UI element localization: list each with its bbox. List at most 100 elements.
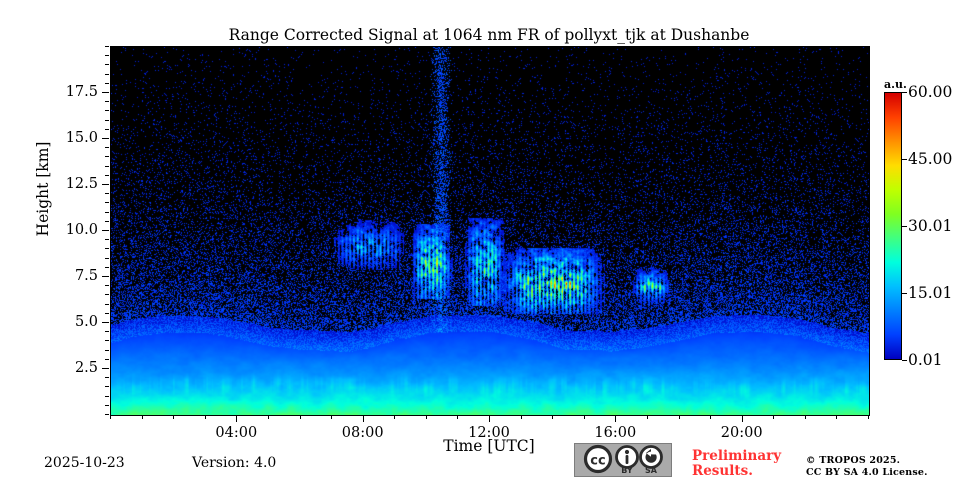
x-tick-major	[615, 415, 617, 422]
y-tick-minor	[105, 119, 109, 121]
x-tick-minor	[299, 415, 301, 419]
y-tick-minor	[105, 101, 109, 103]
x-tick-minor	[457, 415, 459, 419]
cc-by-text: BY	[621, 466, 633, 475]
y-tick-minor	[105, 303, 109, 305]
y-axis-label: Height [km]	[34, 141, 52, 237]
preliminary-line-1: Preliminary	[692, 448, 782, 464]
y-tick-minor	[105, 220, 109, 222]
colorbar-unit-label: a.u.	[884, 78, 907, 91]
x-tick-minor	[678, 415, 680, 419]
x-tick-minor	[267, 415, 269, 419]
y-tick-major	[102, 322, 109, 323]
y-tick-label: 2.5	[74, 360, 98, 376]
y-tick-minor	[105, 110, 109, 112]
y-tick-minor	[105, 239, 109, 241]
copyright-line-2: CC BY SA 4.0 License.	[806, 467, 928, 478]
y-tick-minor	[105, 266, 109, 268]
x-tick-minor	[331, 415, 333, 419]
y-tick-label: 5.0	[74, 314, 98, 330]
footer-version: Version: 4.0	[192, 455, 277, 471]
x-tick-major	[362, 415, 364, 422]
heatmap-canvas[interactable]	[111, 47, 869, 415]
y-tick-label: 15.0	[65, 130, 98, 146]
x-tick-label: 20:00	[720, 425, 763, 441]
y-tick-minor	[105, 202, 109, 204]
y-tick-minor	[105, 211, 109, 213]
colorbar-tick-label: 15.01	[908, 283, 953, 302]
colorbar-tick	[902, 225, 907, 227]
x-tick-minor	[552, 415, 554, 419]
y-tick-major	[102, 92, 109, 93]
y-tick-minor	[105, 395, 109, 397]
preliminary-line-2: Results.	[692, 463, 753, 479]
y-tick-label: 12.5	[65, 176, 98, 192]
preliminary-results-notice: Preliminary Results.	[692, 449, 781, 479]
y-tick-minor	[105, 386, 109, 388]
y-tick-minor	[105, 82, 109, 84]
x-tick-minor	[520, 415, 522, 419]
y-tick-label: 17.5	[65, 84, 98, 100]
x-tick-minor	[394, 415, 396, 419]
y-tick-minor	[105, 349, 109, 351]
x-tick-minor	[646, 415, 648, 419]
y-tick-minor	[105, 404, 109, 406]
x-tick-label: 04:00	[215, 425, 258, 441]
y-tick-minor	[105, 377, 109, 379]
colorbar-tick	[902, 159, 907, 160]
y-tick-minor	[105, 64, 109, 66]
colorbar-tick-label: 30.01	[908, 216, 953, 235]
x-tick-label: 12:00	[468, 425, 510, 441]
x-tick-minor	[868, 415, 869, 419]
y-tick-minor	[105, 414, 109, 415]
y-tick-minor	[105, 331, 109, 333]
y-tick-minor	[105, 147, 109, 149]
colorbar-tick-label: 60.00	[908, 83, 953, 101]
cc-sa-text: SA	[645, 466, 658, 475]
cc-badge-icon: cc BY SA	[575, 444, 671, 476]
colorbar-tick	[902, 292, 907, 294]
x-tick-minor	[804, 415, 806, 419]
y-tick-minor	[105, 340, 109, 342]
x-tick-major	[236, 415, 238, 422]
cc-license-badge[interactable]: cc BY SA	[574, 443, 672, 477]
svg-text:cc: cc	[590, 454, 605, 469]
y-tick-major	[102, 276, 109, 277]
plot-axes[interactable]	[110, 46, 870, 416]
y-tick-major	[102, 138, 109, 139]
y-tick-major	[102, 368, 109, 369]
page-title: Range Corrected Signal at 1064 nm FR of …	[228, 26, 750, 44]
x-tick-minor	[173, 415, 175, 419]
y-tick-major	[102, 230, 109, 231]
y-tick-minor	[105, 358, 109, 360]
x-tick-minor	[425, 415, 427, 419]
colorbar-tick-label: 45.00	[908, 150, 953, 168]
y-tick-minor	[105, 55, 109, 57]
x-tick-minor	[773, 415, 775, 419]
colorbar-gradient	[884, 92, 902, 360]
x-tick-label: 16:00	[594, 425, 637, 441]
colorbar[interactable]	[884, 92, 902, 360]
y-tick-minor	[105, 193, 109, 195]
x-tick-minor	[583, 415, 585, 419]
y-tick-minor	[105, 248, 109, 250]
y-tick-minor	[105, 174, 109, 176]
y-tick-minor	[105, 165, 109, 167]
y-tick-minor	[105, 285, 109, 287]
y-tick-minor	[105, 294, 109, 296]
y-tick-minor	[105, 128, 109, 130]
x-tick-minor	[710, 415, 712, 419]
y-tick-minor	[105, 73, 109, 75]
colorbar-tick	[902, 360, 907, 361]
y-tick-minor	[105, 257, 109, 259]
x-tick-major	[489, 415, 490, 422]
copyright-notice: © TROPOS 2025. CC BY SA 4.0 License.	[806, 455, 928, 479]
x-axis-label: Time [UTC]	[443, 437, 535, 455]
x-tick-major	[741, 415, 743, 422]
colorbar-tick	[902, 92, 907, 93]
x-tick-minor	[204, 415, 206, 419]
y-tick-minor	[105, 46, 109, 47]
y-tick-major	[102, 184, 109, 185]
footer-date: 2025-10-23	[44, 455, 125, 471]
y-tick-minor	[105, 312, 109, 314]
